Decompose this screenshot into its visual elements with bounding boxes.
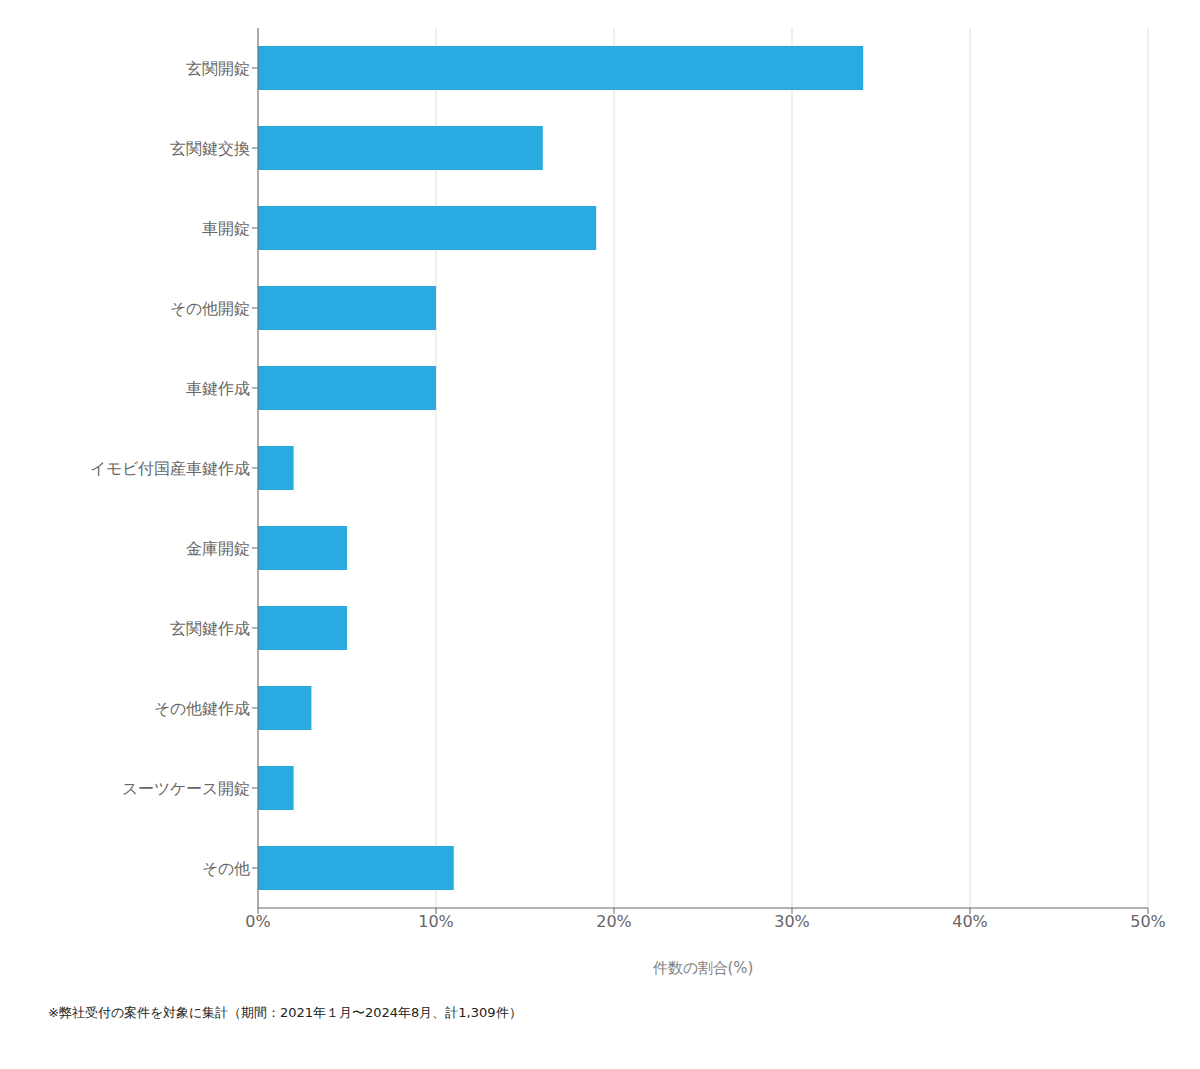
svg-text:件数の割合(%): 件数の割合(%) [653,959,754,977]
svg-text:その他: その他 [202,859,250,878]
svg-text:0%: 0% [245,912,270,931]
svg-text:金庫開錠: 金庫開錠 [186,539,250,558]
svg-text:玄関開錠: 玄関開錠 [186,59,250,78]
svg-text:車開錠: 車開錠 [202,219,250,238]
svg-text:10%: 10% [418,912,454,931]
html-text:※弊社受付の案件を対象に集計（期間：2021年１月〜2024: ※弊社受付の案件を対象に集計（期間：2021年１月〜2024年8月、計1,309… [48,1005,522,1020]
svg-text:30%: 30% [774,912,810,931]
svg-text:車鍵作成: 車鍵作成 [186,379,250,398]
svg-text:その他開錠: その他開錠 [170,299,250,318]
svg-text:玄関鍵交換: 玄関鍵交換 [170,139,250,158]
svg-text:その他鍵作成: その他鍵作成 [154,699,250,718]
svg-text:20%: 20% [596,912,632,931]
svg-text:40%: 40% [952,912,988,931]
svg-text:50%: 50% [1130,912,1166,931]
svg-text:スーツケース開錠: スーツケース開錠 [122,779,250,798]
svg-text:玄関鍵作成: 玄関鍵作成 [170,619,250,638]
svg-text:イモビ付国産車鍵作成: イモビ付国産車鍵作成 [90,459,250,478]
